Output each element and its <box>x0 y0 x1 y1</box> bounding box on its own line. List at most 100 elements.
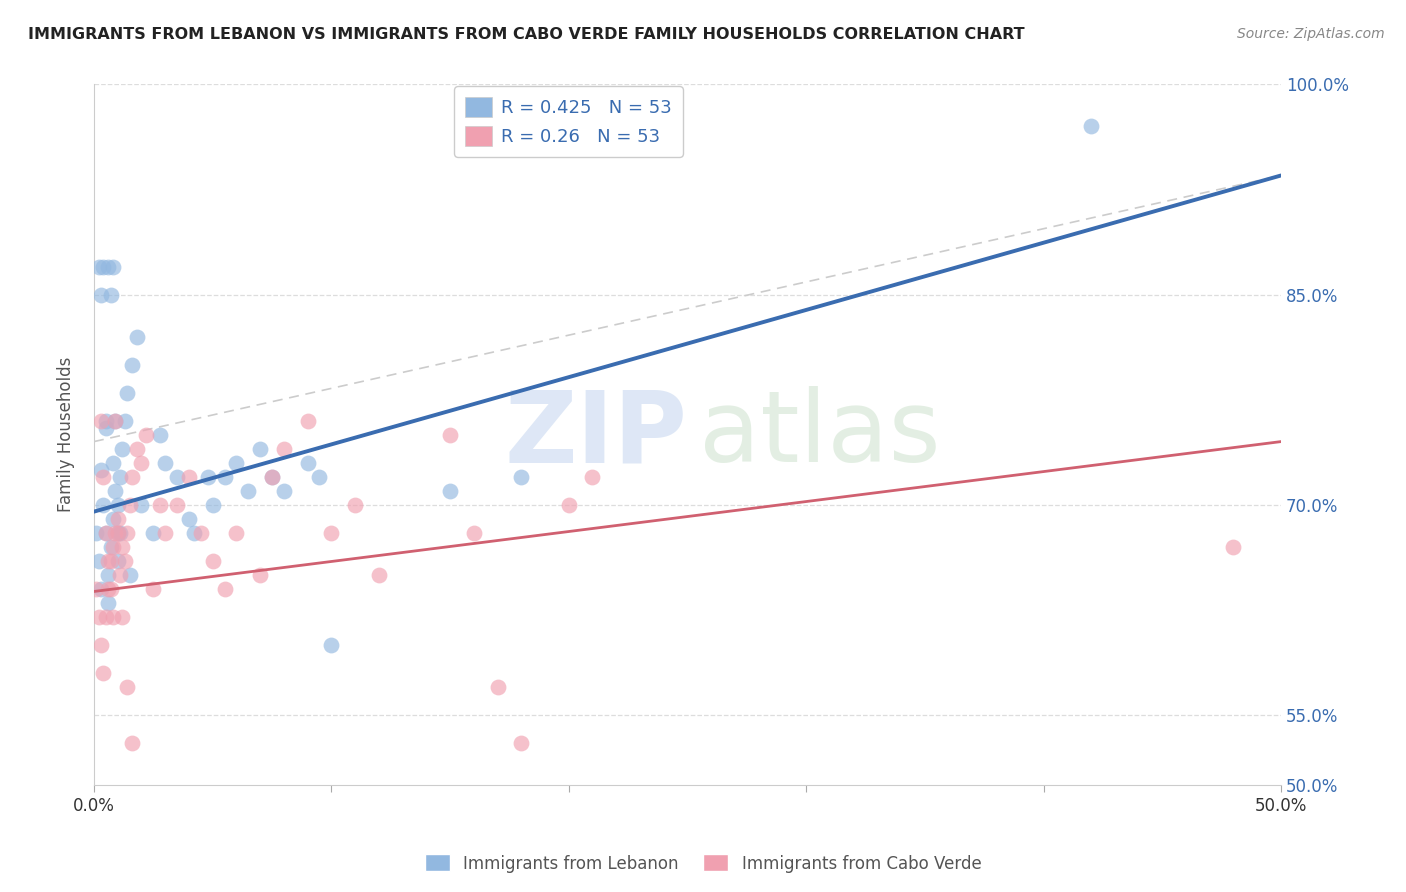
Point <box>97 596 120 610</box>
Point <box>1222 540 1244 554</box>
Point <box>97 567 120 582</box>
Point <box>197 469 219 483</box>
Point <box>90 414 112 428</box>
Point <box>238 483 260 498</box>
Point <box>149 427 172 442</box>
Point <box>149 498 172 512</box>
Point <box>87 609 110 624</box>
Point <box>121 736 143 750</box>
Point <box>111 540 134 554</box>
Legend: Immigrants from Lebanon, Immigrants from Cabo Verde: Immigrants from Lebanon, Immigrants from… <box>418 847 988 880</box>
Point <box>101 456 124 470</box>
Legend: R = 0.425   N = 53, R = 0.26   N = 53: R = 0.425 N = 53, R = 0.26 N = 53 <box>454 87 683 157</box>
Point <box>94 414 117 428</box>
Point <box>321 638 343 652</box>
Point <box>225 456 247 470</box>
Point <box>101 609 124 624</box>
Point <box>260 469 283 483</box>
Point <box>463 525 485 540</box>
Point <box>101 540 124 554</box>
Point <box>107 498 129 512</box>
Point <box>118 567 141 582</box>
Point <box>94 420 117 434</box>
Point <box>93 260 115 274</box>
Point <box>260 469 283 483</box>
Point <box>142 525 165 540</box>
Point <box>183 525 205 540</box>
Point <box>225 525 247 540</box>
Point <box>121 469 143 483</box>
Point <box>121 358 143 372</box>
Point <box>108 567 131 582</box>
Text: IMMIGRANTS FROM LEBANON VS IMMIGRANTS FROM CABO VERDE FAMILY HOUSEHOLDS CORRELAT: IMMIGRANTS FROM LEBANON VS IMMIGRANTS FR… <box>28 27 1025 42</box>
Point <box>104 414 127 428</box>
Point <box>177 511 200 525</box>
Point <box>100 554 122 568</box>
Point <box>108 469 131 483</box>
Point <box>125 442 148 456</box>
Point <box>104 414 127 428</box>
Point <box>344 498 367 512</box>
Text: ZIP: ZIP <box>505 386 688 483</box>
Point <box>100 287 122 301</box>
Point <box>135 427 157 442</box>
Point <box>486 680 509 694</box>
Point <box>1080 120 1102 134</box>
Point <box>94 525 117 540</box>
Point <box>84 582 107 596</box>
Point <box>115 680 138 694</box>
Point <box>111 609 134 624</box>
Text: Source: ZipAtlas.com: Source: ZipAtlas.com <box>1237 27 1385 41</box>
Point <box>100 582 122 596</box>
Point <box>94 525 117 540</box>
Point <box>214 582 236 596</box>
Point <box>90 287 112 301</box>
Point <box>84 525 107 540</box>
Point <box>297 456 319 470</box>
Point <box>367 567 389 582</box>
Point <box>201 498 224 512</box>
Point <box>87 554 110 568</box>
Point <box>131 456 153 470</box>
Point <box>93 665 115 680</box>
Point <box>111 442 134 456</box>
Point <box>201 554 224 568</box>
Point <box>125 329 148 343</box>
Point <box>87 260 110 274</box>
Point <box>510 469 533 483</box>
Point <box>100 540 122 554</box>
Point <box>249 442 271 456</box>
Y-axis label: Family Households: Family Households <box>58 357 75 512</box>
Point <box>439 483 461 498</box>
Point <box>94 609 117 624</box>
Point <box>118 498 141 512</box>
Point <box>166 469 188 483</box>
Point <box>321 525 343 540</box>
Point <box>131 498 153 512</box>
Point <box>115 385 138 400</box>
Point <box>104 525 127 540</box>
Point <box>107 511 129 525</box>
Point <box>104 483 127 498</box>
Point <box>97 554 120 568</box>
Point <box>90 638 112 652</box>
Point <box>90 462 112 476</box>
Point <box>297 414 319 428</box>
Point <box>177 469 200 483</box>
Point <box>101 260 124 274</box>
Point <box>93 498 115 512</box>
Point <box>153 525 176 540</box>
Point <box>581 469 603 483</box>
Point <box>107 525 129 540</box>
Point <box>558 498 581 512</box>
Point <box>153 456 176 470</box>
Point <box>249 567 271 582</box>
Point <box>510 736 533 750</box>
Point <box>108 525 131 540</box>
Point <box>107 554 129 568</box>
Point <box>101 511 124 525</box>
Point <box>107 525 129 540</box>
Point <box>93 469 115 483</box>
Point <box>142 582 165 596</box>
Point <box>90 582 112 596</box>
